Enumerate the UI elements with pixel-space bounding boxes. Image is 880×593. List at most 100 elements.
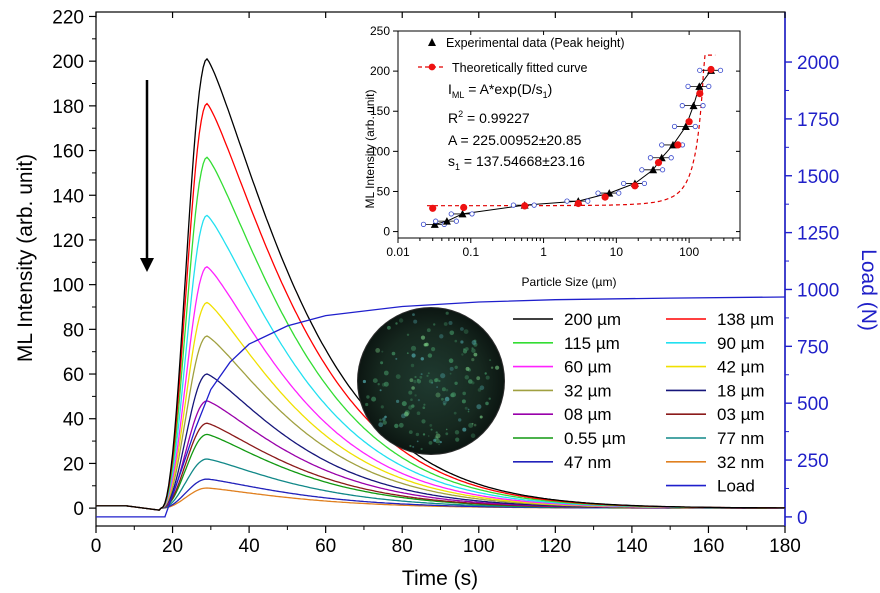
glow-speckle: [428, 441, 433, 445]
glow-speckle: [440, 373, 446, 379]
glow-speckle: [427, 372, 430, 375]
y2-tick-label: 250: [797, 451, 829, 472]
glow-speckle: [449, 330, 455, 336]
load-curve: [96, 296, 786, 518]
inset-error-cap: [641, 180, 648, 187]
glow-speckle: [417, 399, 420, 402]
legend-label: 115 µm: [564, 334, 620, 353]
glow-speckle: [476, 376, 481, 381]
inset-error-cap: [621, 180, 627, 187]
glow-speckle: [464, 375, 469, 380]
inset-error-cap: [671, 123, 678, 130]
y-tick-label: 100: [52, 276, 84, 297]
glow-speckle: [467, 408, 470, 411]
glow-speckle: [412, 445, 415, 448]
glow-speckle: [371, 396, 377, 402]
glow-speckle: [448, 358, 454, 364]
glow-speckle: [409, 444, 412, 448]
fit-param-s1: s1 = 137.54668±23.16: [448, 153, 585, 172]
y-tick-label: 120: [52, 231, 84, 252]
inset-plot: 0.01 0.1 1 10 100 0 50 100 150 200 250 Experimental…: [370, 24, 741, 259]
glow-speckle: [401, 413, 406, 419]
glow-speckle: [415, 432, 420, 437]
glow-speckle: [435, 438, 440, 444]
glow-speckle: [416, 379, 422, 384]
x-tick-label: 140: [616, 536, 648, 557]
glow-speckle: [468, 422, 474, 428]
glow-speckle: [441, 387, 446, 392]
glow-speckle: [448, 321, 453, 325]
glow-speckle: [427, 353, 433, 358]
legend-label-load: Load: [717, 477, 755, 496]
main-plot-axes: 0 20 40 60 80 100 120 140 160 1800204060801001201…: [52, 7, 839, 557]
glow-speckle: [414, 375, 417, 379]
inset-exp-point: [695, 82, 704, 90]
inset-error-cap: [616, 190, 622, 196]
inset-legend-exp-label: Experimental data (Peak height): [446, 36, 625, 50]
glow-speckle: [375, 348, 381, 353]
glow-speckle: [431, 381, 434, 384]
glow-speckle: [362, 379, 366, 384]
legend-label: 0.55 µm: [564, 429, 626, 448]
inset-fit-point: [574, 199, 582, 208]
inset-error-cap: [639, 167, 645, 173]
glow-speckle: [460, 327, 464, 331]
inset-x-tick-label: 0.01: [386, 245, 410, 259]
glow-speckle: [468, 379, 473, 384]
glow-speckle: [422, 406, 426, 410]
inset-error-cap: [469, 211, 475, 217]
y-tick-label: 140: [52, 186, 84, 207]
glow-speckle: [412, 313, 415, 316]
x-tick-label: 60: [315, 536, 336, 557]
glow-speckle: [410, 345, 417, 351]
glow-speckle: [435, 377, 439, 382]
x-axis-title: Time (s): [402, 567, 478, 590]
glow-speckle: [383, 381, 389, 387]
glow-speckle: [454, 339, 458, 343]
inset-fit-point: [631, 182, 639, 190]
glow-speckle: [471, 348, 476, 353]
legend-label: 03 µm: [717, 405, 765, 424]
inset-y-tick-label: 150: [370, 104, 390, 118]
glow-speckle: [450, 393, 455, 398]
y-tick-label: 200: [52, 52, 84, 73]
glow-speckle: [465, 366, 470, 371]
inset-fit-point: [654, 159, 663, 167]
glow-speckle: [476, 404, 482, 410]
inset-exp-point: [458, 209, 467, 218]
inset-error-cap: [564, 198, 570, 204]
glow-speckle: [434, 378, 438, 383]
glow-speckle: [391, 351, 396, 356]
glow-speckle: [422, 433, 426, 436]
main-plot-curves: [96, 57, 786, 518]
glow-speckle: [471, 358, 475, 362]
inset-y-tick-label: 250: [370, 24, 390, 38]
glow-speckle: [449, 372, 452, 375]
glow-speckle: [413, 379, 417, 384]
glow-speckle: [378, 422, 384, 428]
glow-speckle: [461, 353, 464, 356]
glow-speckle: [428, 379, 433, 384]
glow-speckle: [444, 396, 450, 402]
glow-speckle: [462, 349, 468, 354]
inset-fit-point: [696, 90, 704, 98]
legend-label: 90 µm: [717, 334, 765, 353]
glow-speckle: [395, 322, 398, 325]
glow-speckle: [435, 433, 441, 439]
glow-speckle: [470, 433, 476, 439]
x-tick-label: 40: [239, 536, 260, 557]
glow-speckle: [416, 411, 421, 416]
glow-speckle: [477, 388, 482, 392]
inset-fit-point: [460, 203, 468, 212]
glow-speckle: [461, 399, 466, 404]
glow-speckle: [484, 372, 487, 375]
glow-speckle: [462, 391, 467, 396]
glow-speckle: [379, 418, 382, 422]
legend-label: 200 µm: [564, 310, 621, 329]
glow-speckle: [485, 375, 490, 380]
glow-speckle: [458, 418, 462, 422]
glow-speckle: [420, 357, 424, 361]
glow-speckle: [435, 392, 441, 398]
glow-speckle: [414, 394, 417, 397]
glow-speckle: [485, 401, 489, 406]
